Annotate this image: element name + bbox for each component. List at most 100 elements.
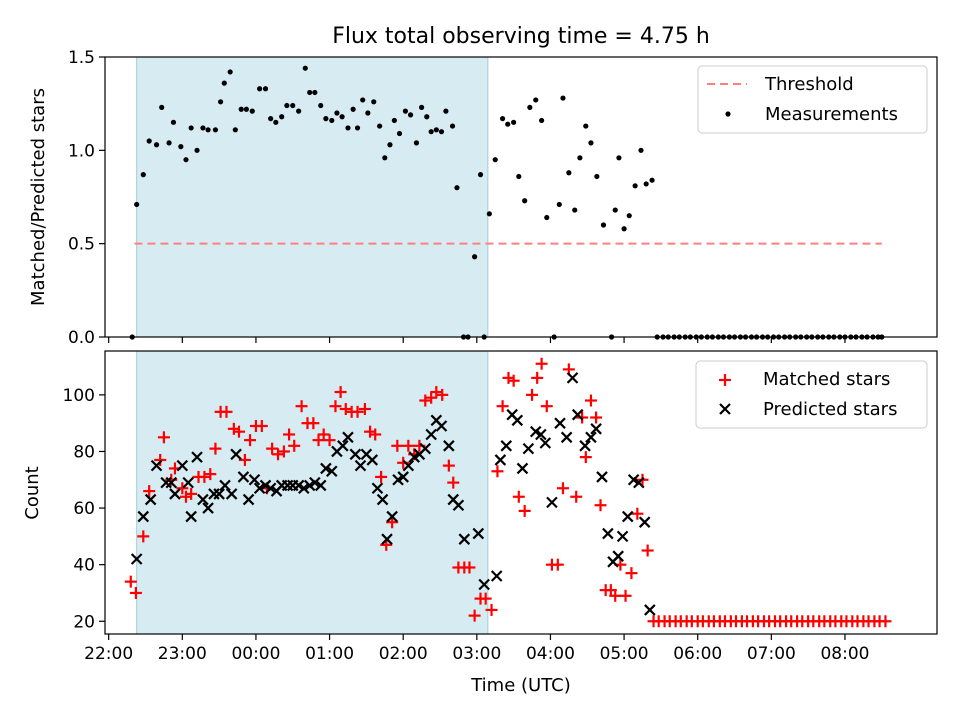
measurement-point xyxy=(492,157,498,163)
lower-x-ticks: 22:00 23:00 00:00 01:00 02:00 03:00 04:00 05:00… xyxy=(84,634,869,664)
predicted-star-point xyxy=(397,471,409,483)
measurement-point xyxy=(194,147,200,153)
measurement-point xyxy=(140,172,146,178)
x-axis-label: Time (UTC) xyxy=(470,675,571,696)
predicted-star-point xyxy=(144,493,157,506)
upper-y-label: Matched/Predicted stars xyxy=(28,88,49,306)
matched-star-point xyxy=(375,470,388,483)
matched-star-point xyxy=(391,439,404,452)
predicted-star-point xyxy=(596,471,608,483)
y-tick-label: 80 xyxy=(73,442,95,462)
x-tick-label: 02:00 xyxy=(379,644,428,664)
lower-y-label: Count xyxy=(22,466,43,519)
matched-star-point xyxy=(442,459,455,472)
matched-star-point xyxy=(507,374,520,387)
matched-star-point xyxy=(419,394,432,407)
measurement-point xyxy=(279,114,285,120)
matched-star-point xyxy=(143,485,156,498)
measurement-point xyxy=(516,173,522,180)
matched-star-point xyxy=(551,558,564,571)
measurement-point xyxy=(626,213,632,219)
measurement-point xyxy=(257,86,263,92)
predicted-star-point xyxy=(150,459,163,472)
matched-star-point xyxy=(334,386,347,399)
chart-title: Flux total observing time = 4.75 h xyxy=(332,24,710,49)
predicted-star-point xyxy=(443,440,455,452)
matched-star-point xyxy=(204,468,217,481)
y-tick-label: 60 xyxy=(73,499,95,519)
measurement-point xyxy=(217,99,224,105)
predicted-star-point xyxy=(349,448,362,461)
measurement-point xyxy=(616,155,622,161)
measurement-point xyxy=(323,116,329,122)
predicted-star-point xyxy=(137,510,150,523)
lower-legend: Matched stars Predicted stars xyxy=(695,360,928,429)
measurement-point xyxy=(221,80,227,86)
matched-star-point xyxy=(124,575,137,588)
measurement-point xyxy=(178,144,184,150)
predicted-star-point xyxy=(539,437,552,449)
predicted-star-point xyxy=(298,482,310,495)
measurement-point xyxy=(505,121,511,127)
matched-star-point xyxy=(531,371,544,384)
predicted-star-point xyxy=(490,570,503,582)
y-tick-label: 0.5 xyxy=(68,235,95,255)
predicted-star-point xyxy=(191,451,203,463)
legend-matched-marker xyxy=(719,374,731,386)
measurement-point xyxy=(205,127,211,133)
matched-star-point xyxy=(323,434,336,447)
measurement-point xyxy=(382,155,388,161)
lower-axes-frame xyxy=(104,350,938,635)
upper-legend-box xyxy=(697,65,928,134)
measurement-point xyxy=(183,157,189,163)
matched-star-point xyxy=(397,456,410,469)
matched-star-point xyxy=(227,422,240,435)
predicted-star-point xyxy=(425,428,437,441)
predicted-star-point xyxy=(176,459,189,472)
measurement-point xyxy=(477,172,484,178)
measurement-point xyxy=(539,117,545,124)
matched-star-point xyxy=(463,561,476,574)
y-tick-label: 1.0 xyxy=(68,141,95,161)
lower-panel: 20 40 60 80 100 22:00 23:00 00:00 01:00 02:00 03:… xyxy=(22,350,938,696)
measurement-point xyxy=(365,110,371,116)
predicted-star-point xyxy=(579,440,591,452)
measurement-point xyxy=(290,102,296,109)
matched-star-point xyxy=(540,400,553,413)
predicted-star-point xyxy=(366,454,379,466)
predicted-star-point xyxy=(535,428,547,441)
y-tick-label: 1.5 xyxy=(68,48,95,68)
predicted-star-point xyxy=(219,479,231,492)
measurement-point xyxy=(438,129,445,135)
predicted-star-point xyxy=(522,442,535,455)
predicted-star-point xyxy=(230,448,242,461)
matched-star-point xyxy=(386,516,399,529)
predicted-star-point xyxy=(320,462,332,475)
measurement-point xyxy=(638,147,644,153)
matched-star-point xyxy=(631,507,644,520)
x-tick-label: 01:00 xyxy=(305,644,354,664)
predicted-star-point xyxy=(571,408,584,421)
measurement-point xyxy=(354,125,361,131)
measurement-point xyxy=(227,69,233,75)
measurement-point xyxy=(312,89,318,96)
matched-star-point xyxy=(436,388,449,401)
lower-y-ticks: 20 40 60 80 100 xyxy=(63,386,105,632)
matched-star-point xyxy=(312,434,325,447)
matched-star-point xyxy=(619,589,632,602)
matched-star-point xyxy=(176,482,189,495)
matched-star-point xyxy=(339,403,352,416)
lower-legend-box xyxy=(695,360,928,429)
predicted-star-point xyxy=(202,502,214,514)
y-tick-label: 0.0 xyxy=(68,328,95,348)
measurement-point xyxy=(544,214,550,221)
measurement-point xyxy=(428,129,434,135)
measurement-point xyxy=(307,89,313,96)
predicted-star-point xyxy=(264,482,277,495)
measurement-point xyxy=(560,95,566,101)
matched-star-point xyxy=(584,394,597,407)
predicted-star-point xyxy=(602,527,614,540)
measurement-point xyxy=(350,106,356,112)
matched-star-point xyxy=(641,544,654,557)
matched-stars-points xyxy=(124,357,892,628)
